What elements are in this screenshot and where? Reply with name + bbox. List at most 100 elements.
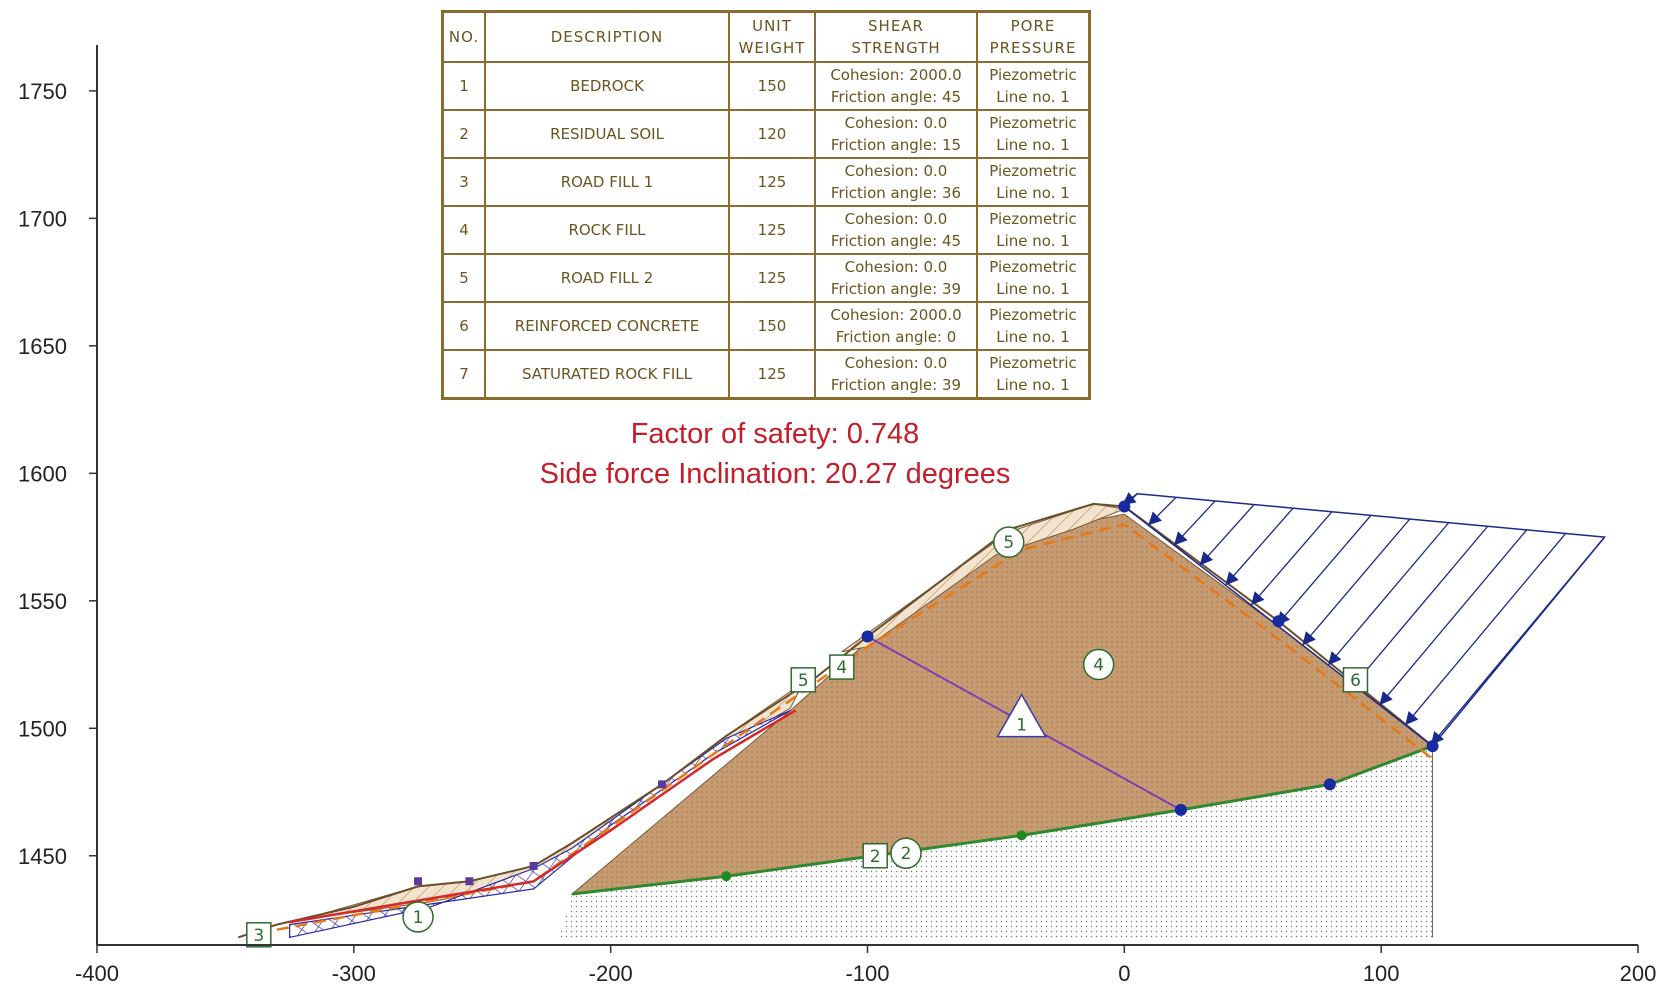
- legend-description: BEDROCK: [484, 61, 730, 111]
- y-tick-label: 1700: [18, 206, 67, 231]
- legend-unit-weight: 125: [728, 253, 816, 303]
- legend-row: 7 SATURATED ROCK FILL 125 Cohesion: 0.0 Fric…: [441, 349, 1091, 400]
- material-labels: 5 4 2 1 5 4 6 2 3 1: [246, 526, 1369, 948]
- legend-description: ROAD FILL 1: [484, 157, 730, 207]
- header-description: DESCRIPTION: [484, 10, 730, 63]
- header-pore-line2: PRESSURE: [989, 39, 1077, 57]
- legend-pore: Piezometric Line no. 1: [976, 157, 1091, 207]
- load-arrow: [1199, 504, 1255, 566]
- bedrock-zone: [238, 746, 1433, 938]
- triangle-label-shape: [996, 693, 1047, 738]
- square-label-shape: [1342, 667, 1369, 693]
- legend-unit-weight: 125: [728, 157, 816, 207]
- legend-shear-line: Friction angle: 39: [830, 280, 962, 298]
- vertex-marker: [414, 877, 423, 886]
- y-tick-label: 1450: [18, 844, 67, 869]
- legend-shear-line: Friction angle: 36: [830, 184, 962, 202]
- legend-unit-weight: 125: [728, 349, 816, 400]
- legend-no: 2: [441, 109, 486, 159]
- load-arrow: [1251, 511, 1333, 606]
- piezometric-line-label: 1: [996, 693, 1047, 738]
- material-square-label: 4: [829, 654, 855, 680]
- load-arrow: [1379, 529, 1528, 706]
- node-marker: [1272, 615, 1285, 628]
- x-tick-label: 0: [1118, 961, 1130, 986]
- header-shear-line2: STRENGTH: [851, 39, 941, 57]
- material-circle-label: 4: [1082, 648, 1115, 681]
- circle-label-text: 2: [901, 844, 912, 864]
- header-no: NO.: [441, 10, 486, 63]
- legend-shear: Cohesion: 0.0 Friction angle: 39: [814, 349, 978, 400]
- legend-shear: Cohesion: 0.0 Friction angle: 39: [814, 253, 978, 303]
- square-label-text: 2: [870, 847, 881, 867]
- node-marker: [1016, 830, 1027, 841]
- legend-pore-line: Piezometric: [989, 258, 1077, 276]
- legend-row: 1 BEDROCK 150 Cohesion: 2000.0 Friction angl…: [441, 61, 1091, 111]
- legend-pore-line: Piezometric: [989, 114, 1077, 132]
- legend-no: 4: [441, 205, 486, 255]
- legend-unit-weight: 120: [728, 109, 816, 159]
- failure-trace-line: [289, 709, 797, 924]
- legend-pore-line: Line no. 1: [996, 88, 1070, 106]
- critical-slip-surface: [276, 522, 1434, 931]
- header-unit-weight-line2: WEIGHT: [738, 39, 806, 57]
- node-marker: [1323, 778, 1336, 791]
- legend-pore: Piezometric Line no. 1: [976, 301, 1091, 351]
- legend-header-row: NO. DESCRIPTION UNIT WEIGHT SHEAR STRENG…: [441, 10, 1091, 63]
- material-circle-label: 1: [402, 901, 434, 933]
- circle-label-text: 1: [413, 908, 424, 928]
- legend-shear-line: Friction angle: 45: [830, 88, 962, 106]
- legend-row: 4 ROCK FILL 125 Cohesion: 0.0 Friction angle…: [441, 205, 1091, 255]
- legend-unit-weight: 125: [728, 205, 816, 255]
- y-tick-label: 1750: [18, 79, 67, 104]
- legend-row: 6 REINFORCED CONCRETE 150 Cohesion: 2000.0 F…: [441, 301, 1091, 351]
- legend-pore: Piezometric Line no. 1: [976, 253, 1091, 303]
- legend-pore-line: Line no. 1: [996, 232, 1070, 250]
- legend-body: 1 BEDROCK 150 Cohesion: 2000.0 Friction angl…: [441, 61, 1091, 400]
- legend-pore-line: Piezometric: [989, 210, 1077, 228]
- y-tick-label: 1600: [18, 461, 67, 486]
- legend-shear-line: Cohesion: 2000.0: [830, 306, 962, 324]
- vertex-marker: [658, 780, 667, 789]
- material-legend-table: NO. DESCRIPTION UNIT WEIGHT SHEAR STRENG…: [441, 10, 1091, 400]
- legend-shear: Cohesion: 0.0 Friction angle: 45: [814, 205, 978, 255]
- legend-no: 6: [441, 301, 486, 351]
- legend-shear-line: Cohesion: 0.0: [844, 210, 948, 228]
- legend-shear: Cohesion: 2000.0 Friction angle: 0: [814, 301, 978, 351]
- circle-label-shape: [890, 837, 922, 869]
- load-arrow: [1328, 522, 1450, 666]
- legend-pore-line: Line no. 1: [996, 328, 1070, 346]
- material-square-label: 6: [1342, 667, 1369, 693]
- ground-surface-line: [237, 502, 1434, 939]
- y-tick-label: 1550: [18, 589, 67, 614]
- load-arrow: [1430, 536, 1606, 746]
- load-arrow: [1148, 496, 1177, 526]
- legend-unit-weight: 150: [728, 61, 816, 111]
- legend-shear-line: Cohesion: 0.0: [844, 162, 948, 180]
- square-label-text: 4: [836, 658, 847, 678]
- legend-no: 1: [441, 61, 486, 111]
- material-circle-label: 2: [890, 837, 922, 869]
- x-tick-label: -100: [845, 961, 889, 986]
- vertex-marker: [529, 861, 538, 870]
- circle-label-shape: [993, 526, 1025, 558]
- legend-shear: Cohesion: 2000.0 Friction angle: 45: [814, 61, 978, 111]
- legend-row: 5 ROAD FILL 2 125 Cohesion: 0.0 Friction ang…: [441, 253, 1091, 303]
- legend-pore: Piezometric Line no. 1: [976, 109, 1091, 159]
- node-marker: [1118, 500, 1131, 513]
- legend-pore: Piezometric Line no. 1: [976, 61, 1091, 111]
- legend-shear-line: Friction angle: 45: [830, 232, 962, 250]
- legend-shear-line: Friction angle: 39: [830, 376, 962, 394]
- y-tick-label: 1650: [18, 334, 67, 359]
- results-block: Factor of safety: 0.748 Side force Incli…: [440, 414, 1110, 494]
- square-label-text: 6: [1350, 671, 1361, 691]
- legend-unit-weight: 150: [728, 301, 816, 351]
- legend-shear-line: Cohesion: 2000.0: [830, 66, 962, 84]
- x-tick-label: 200: [1620, 961, 1657, 986]
- circle-label-shape: [1082, 648, 1115, 681]
- legend-pore-line: Piezometric: [989, 66, 1077, 84]
- load-arrow: [1302, 518, 1411, 646]
- legend-pore-line: Piezometric: [989, 306, 1077, 324]
